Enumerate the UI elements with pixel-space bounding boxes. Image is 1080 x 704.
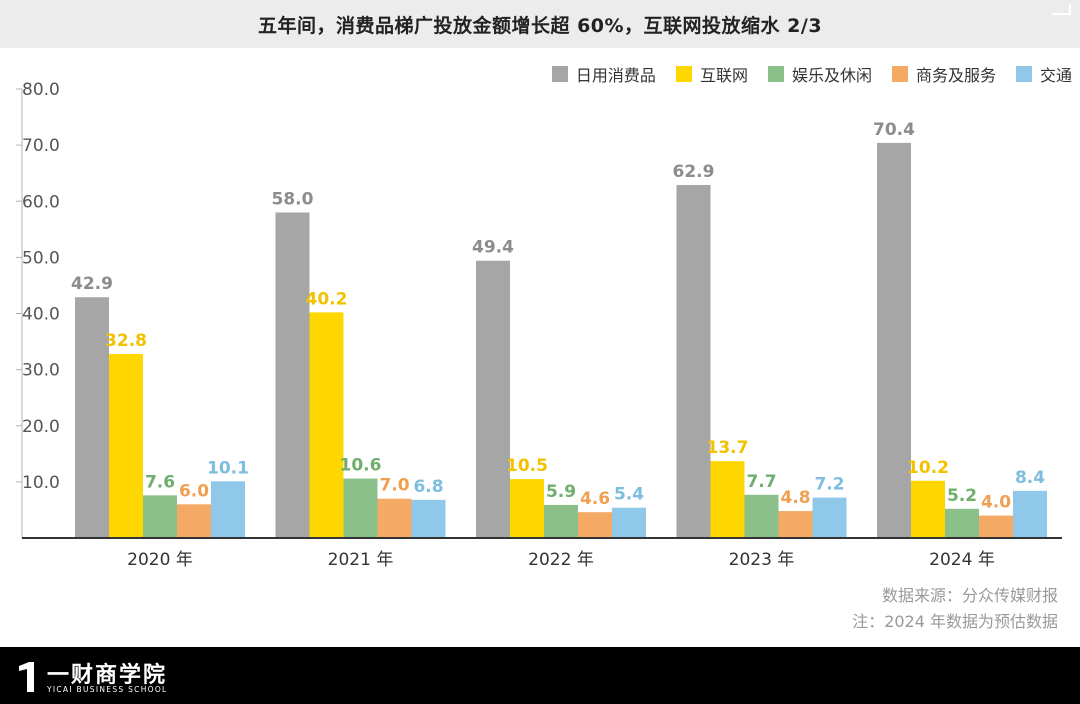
legend-label: 日用消费品 bbox=[575, 66, 656, 85]
bar bbox=[143, 495, 177, 538]
bar bbox=[544, 504, 578, 538]
legend-label: 娱乐及休闲 bbox=[791, 66, 872, 85]
y-tick-label: 20.0 bbox=[22, 417, 60, 437]
legend-item-daily-goods: 日用消费品 bbox=[551, 62, 656, 86]
bar bbox=[75, 297, 109, 538]
bar bbox=[778, 511, 813, 538]
legend-item-internet: 互联网 bbox=[675, 62, 748, 86]
bar bbox=[377, 498, 412, 538]
bar bbox=[177, 504, 211, 538]
bar bbox=[411, 499, 446, 538]
data-label: 42.9 bbox=[71, 274, 113, 294]
y-tick-label: 40.0 bbox=[22, 305, 60, 325]
bar bbox=[812, 497, 847, 538]
x-tick-label: 2023 年 bbox=[729, 550, 795, 570]
data-label: 10.2 bbox=[907, 458, 949, 478]
data-label: 32.8 bbox=[105, 331, 147, 351]
bar-chart: 10.0 20.0 30.0 40.0 50.0 60.0 70.0 80.0 42.9 32.8… bbox=[16, 80, 1062, 570]
chart-title: 五年间，消费品梯广投放金额增长超 60%，互联网投放缩水 2/3 bbox=[257, 14, 823, 37]
bar bbox=[109, 353, 143, 538]
bar bbox=[578, 512, 612, 538]
x-tick-label: 2020 年 bbox=[127, 550, 193, 570]
bar bbox=[211, 481, 245, 538]
data-label: 6.0 bbox=[179, 481, 209, 501]
bar bbox=[1013, 490, 1047, 538]
data-label: 40.2 bbox=[306, 289, 348, 309]
y-tick-label: 10.0 bbox=[22, 473, 60, 493]
notes: 数据来源：分众传媒财报 注：2024 年数据为预估数据 bbox=[852, 583, 1058, 635]
data-label: 10.6 bbox=[340, 456, 382, 476]
y-tick-label: 50.0 bbox=[22, 248, 60, 268]
data-label: 5.9 bbox=[546, 482, 576, 502]
y-tick-label: 80.0 bbox=[22, 80, 60, 100]
data-label: 7.0 bbox=[379, 476, 409, 496]
data-label: 5.2 bbox=[947, 486, 977, 506]
data-label: 70.4 bbox=[873, 120, 915, 140]
corner-bracket-icon bbox=[1052, 4, 1071, 15]
x-tick-label: 2024 年 bbox=[929, 550, 995, 570]
data-label: 5.4 bbox=[614, 485, 644, 505]
brand-name: 一财商学院 bbox=[47, 663, 168, 688]
data-label: 6.8 bbox=[413, 477, 443, 497]
legend-label: 互联网 bbox=[699, 66, 748, 85]
bar bbox=[979, 515, 1013, 538]
estimate-note: 注：2024 年数据为预估数据 bbox=[852, 612, 1058, 631]
bar bbox=[877, 142, 911, 538]
y-tick-label: 30.0 bbox=[22, 361, 60, 381]
data-label: 7.7 bbox=[746, 472, 776, 492]
y-tick-label: 70.0 bbox=[22, 136, 60, 156]
yicai-logo-icon bbox=[19, 662, 34, 692]
data-label: 8.4 bbox=[1015, 468, 1045, 488]
x-tick-label: 2022 年 bbox=[528, 550, 594, 570]
legend-swatch bbox=[1015, 66, 1032, 82]
bar bbox=[476, 260, 510, 538]
y-tick-label: 60.0 bbox=[22, 192, 60, 212]
legend-label: 交通 bbox=[1039, 66, 1072, 85]
bar bbox=[945, 508, 979, 538]
legend-item-transport: 交通 bbox=[1015, 62, 1072, 86]
title-bar: 五年间，消费品梯广投放金额增长超 60%，互联网投放缩水 2/3 bbox=[0, 0, 1080, 48]
data-label: 62.9 bbox=[673, 162, 715, 182]
data-label: 7.2 bbox=[814, 475, 844, 495]
footer-bar: 一财商学院 YICAI BUSINESS SCHOOL bbox=[0, 647, 1080, 704]
data-label: 10.5 bbox=[506, 456, 548, 476]
data-label: 4.0 bbox=[981, 493, 1011, 513]
data-label: 4.8 bbox=[780, 488, 810, 508]
legend-item-business: 商务及服务 bbox=[891, 62, 996, 86]
data-source-note: 数据来源：分众传媒财报 bbox=[881, 586, 1058, 605]
bar bbox=[612, 507, 646, 538]
bar bbox=[343, 478, 378, 538]
legend-swatch bbox=[891, 66, 908, 82]
bar bbox=[744, 494, 779, 538]
data-label: 58.0 bbox=[272, 189, 314, 209]
bar bbox=[911, 480, 945, 538]
bar bbox=[309, 312, 344, 538]
legend-swatch bbox=[767, 66, 784, 82]
data-label: 49.4 bbox=[472, 238, 514, 258]
legend-item-entertainment: 娱乐及休闲 bbox=[767, 62, 872, 86]
legend-swatch bbox=[551, 66, 568, 82]
data-label: 10.1 bbox=[207, 458, 249, 478]
bar bbox=[510, 479, 544, 538]
data-label: 7.6 bbox=[145, 472, 175, 492]
data-label: 4.6 bbox=[580, 489, 610, 509]
bar bbox=[710, 461, 745, 538]
data-label: 13.7 bbox=[707, 438, 749, 458]
legend: 日用消费品 互联网 娱乐及休闲 商务及服务 交通 bbox=[551, 62, 1072, 86]
bar bbox=[676, 184, 711, 538]
bar bbox=[275, 212, 310, 538]
x-tick-label: 2021 年 bbox=[328, 550, 394, 570]
brand-subtitle: YICAI BUSINESS SCHOOL bbox=[47, 685, 168, 694]
legend-swatch bbox=[675, 66, 692, 82]
legend-label: 商务及服务 bbox=[915, 66, 996, 85]
